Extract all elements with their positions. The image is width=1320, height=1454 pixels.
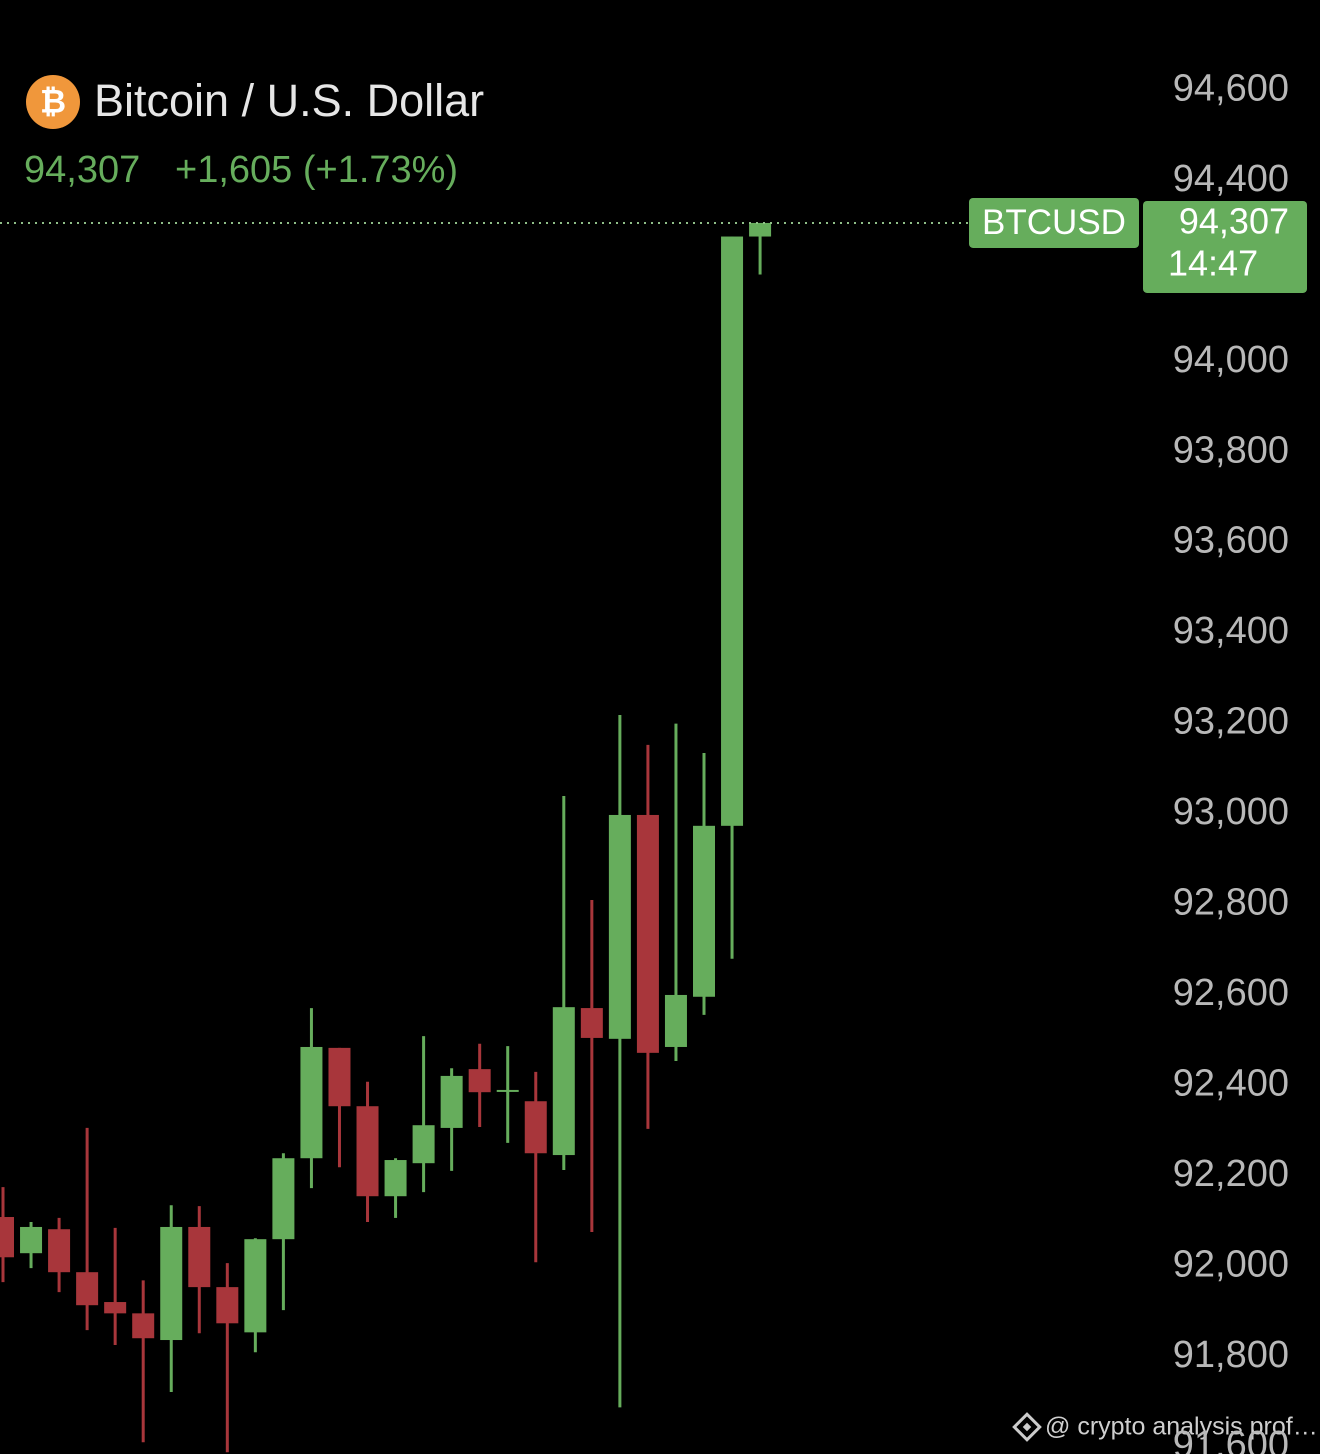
y-tick-label: 92,600 bbox=[1173, 972, 1289, 1014]
candle-body bbox=[76, 1272, 99, 1306]
price: 94,307 bbox=[24, 149, 140, 191]
candle-body bbox=[188, 1226, 211, 1288]
candle-body bbox=[468, 1069, 491, 1093]
candle-body bbox=[384, 1160, 407, 1197]
y-tick-label: 92,000 bbox=[1173, 1243, 1289, 1285]
y-tick-label: 93,600 bbox=[1173, 520, 1289, 562]
change: +1,605 (+1.73%) bbox=[175, 149, 458, 191]
y-tick-label: 94,600 bbox=[1173, 67, 1289, 109]
candle-body bbox=[0, 1217, 14, 1258]
y-tick-label: 93,400 bbox=[1173, 610, 1289, 652]
symbol-tag bbox=[969, 197, 1139, 248]
y-tick-label: 93,200 bbox=[1173, 701, 1289, 743]
chart-title: Bitcoin / U.S. Dollar bbox=[94, 75, 484, 126]
price-tag-label: 94,307 bbox=[1179, 200, 1289, 241]
candle-body bbox=[160, 1226, 183, 1341]
candle-body bbox=[300, 1046, 323, 1159]
candle-body bbox=[552, 1007, 575, 1156]
candle-body bbox=[440, 1075, 463, 1128]
candle-body bbox=[356, 1106, 379, 1197]
price-tag bbox=[1143, 200, 1307, 293]
candle-body bbox=[749, 222, 772, 237]
bitcoin-symbol: ₿ bbox=[40, 83, 66, 119]
candle-body bbox=[580, 1008, 603, 1038]
candle-body bbox=[272, 1158, 295, 1240]
y-tick-label: 94,400 bbox=[1173, 158, 1289, 200]
candle-body bbox=[48, 1229, 71, 1273]
price-tag-time: 14:47 bbox=[1168, 242, 1258, 283]
y-tick-label: 94,000 bbox=[1173, 339, 1289, 381]
candle-body bbox=[721, 236, 744, 826]
candle-body bbox=[20, 1226, 43, 1254]
y-tick-label: 93,800 bbox=[1173, 429, 1289, 471]
y-tick-label: 92,400 bbox=[1173, 1062, 1289, 1104]
candle-body bbox=[524, 1101, 547, 1154]
bitcoin-icon bbox=[26, 75, 80, 129]
candle-body bbox=[216, 1287, 239, 1324]
candle-body bbox=[132, 1313, 155, 1339]
candle-body bbox=[328, 1047, 351, 1107]
candle-body bbox=[244, 1239, 267, 1333]
candle-body bbox=[412, 1125, 435, 1164]
candle-body bbox=[636, 814, 659, 1053]
candle-body bbox=[496, 1089, 519, 1092]
candle-body bbox=[664, 994, 687, 1047]
y-tick-label: 93,000 bbox=[1173, 791, 1289, 833]
plot-area bbox=[0, 222, 772, 1453]
symbol-label: BTCUSD bbox=[982, 203, 1126, 242]
candle-body bbox=[104, 1302, 127, 1314]
candle-body bbox=[608, 814, 631, 1039]
y-tick-label: 92,200 bbox=[1173, 1153, 1289, 1195]
candle-body bbox=[693, 825, 715, 997]
y-tick-label: 91,600 bbox=[1173, 1424, 1289, 1454]
watermark: @ crypto analysis prof… bbox=[1045, 1413, 1318, 1441]
y-tick-label: 92,800 bbox=[1173, 882, 1289, 924]
y-tick-label: 91,800 bbox=[1173, 1334, 1289, 1376]
